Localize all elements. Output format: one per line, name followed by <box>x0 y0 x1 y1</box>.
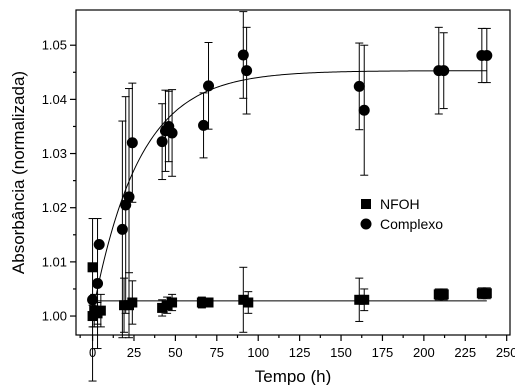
y-tick-label: 1.00 <box>42 309 67 324</box>
complexo-point <box>358 104 370 116</box>
complexo-point <box>438 65 450 77</box>
x-tick-label: 75 <box>210 345 224 360</box>
legend-marker-complexo <box>360 218 372 230</box>
complexo-point <box>126 137 138 149</box>
x-axis-title: Tempo (h) <box>255 367 332 385</box>
axes: 0 25 50 75 100 125 150 175 200 225 250 1.00 1.01 1.02… <box>42 9 515 360</box>
x-tick-label: 100 <box>247 345 269 360</box>
legend-label: Complexo <box>380 216 443 232</box>
fit-curves <box>92 70 487 314</box>
y-tick-label: 1.05 <box>42 38 67 53</box>
complexo-point <box>156 136 168 148</box>
x-tick-label: 150 <box>330 345 352 360</box>
y-axis-title: Absorbância (normalizada) <box>9 71 28 274</box>
nfoh-point <box>167 297 178 308</box>
x-tick-label: 175 <box>372 345 394 360</box>
y-tick-label: 1.04 <box>42 92 67 107</box>
complexo-point <box>241 65 253 77</box>
nfoh-point <box>438 289 449 300</box>
fit-curve-1 <box>92 70 487 314</box>
nfoh-point <box>243 297 254 308</box>
y-tick-label: 1.03 <box>42 146 67 161</box>
x-tick-label: 25 <box>127 345 141 360</box>
x-tick-label: 225 <box>454 345 476 360</box>
legend-label: NFOH <box>380 196 420 212</box>
nfoh-point <box>359 294 370 305</box>
nfoh-point <box>87 262 98 273</box>
complexo-point <box>92 278 104 290</box>
x-tick-label: 200 <box>413 345 435 360</box>
nfoh-point <box>196 297 207 308</box>
nfoh-point <box>95 305 106 316</box>
x-tick-label: 125 <box>289 345 311 360</box>
x-tick-label: 0 <box>89 345 96 360</box>
x-tick-label: 50 <box>168 345 182 360</box>
nfoh-point <box>481 288 492 299</box>
complexo-point <box>123 191 135 203</box>
complexo-point <box>237 49 249 61</box>
legend-marker-nfoh <box>361 199 371 209</box>
error-bars <box>88 11 491 382</box>
nfoh-point <box>203 297 214 308</box>
data-markers <box>87 49 493 322</box>
complexo-point <box>166 127 178 139</box>
nfoh-point <box>127 297 138 308</box>
y-tick-label: 1.02 <box>42 200 67 215</box>
plot-frame <box>75 9 511 336</box>
x-tick-label: 250 <box>496 345 515 360</box>
legend: NFOH Complexo <box>360 196 443 232</box>
complexo-point <box>87 294 99 306</box>
complexo-point <box>203 80 215 92</box>
y-tick-label: 1.01 <box>42 254 67 269</box>
complexo-point <box>116 223 128 235</box>
complexo-point <box>353 80 365 92</box>
complexo-point <box>198 119 210 131</box>
complexo-point <box>93 239 105 251</box>
complexo-point <box>481 50 493 61</box>
